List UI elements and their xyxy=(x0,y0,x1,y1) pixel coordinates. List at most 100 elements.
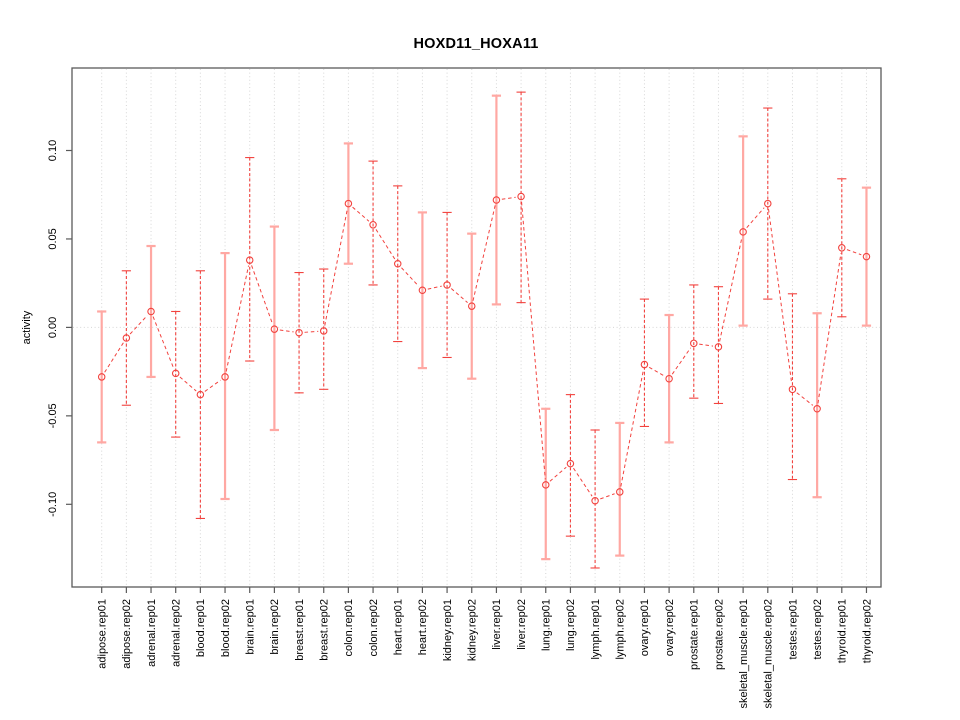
data-point-marker xyxy=(591,497,599,505)
data-point-marker xyxy=(393,259,402,268)
series-segment xyxy=(817,253,842,404)
x-tick-label: blood.rep01 xyxy=(195,599,207,657)
x-tick-label: liver.rep01 xyxy=(491,599,503,650)
x-tick-label: skeletal_muscle.rep01 xyxy=(738,599,750,708)
x-tick-label: adipose.rep01 xyxy=(97,599,109,669)
series-segment xyxy=(375,229,396,260)
chart-title: HOXD11_HOXA11 xyxy=(413,36,539,52)
y-axis-label: activity xyxy=(21,310,33,344)
x-tick-label: heart.rep02 xyxy=(417,599,429,655)
x-tick-label: thyroid.rep02 xyxy=(861,599,873,663)
x-tick-label: adrenal.rep01 xyxy=(146,599,158,667)
series-segment xyxy=(401,267,420,287)
series-segment xyxy=(620,369,644,487)
series-segment xyxy=(549,466,567,482)
data-point-marker xyxy=(418,286,427,295)
series-segment xyxy=(699,343,714,347)
data-point-marker xyxy=(838,244,846,252)
data-point-marker xyxy=(788,385,797,394)
series-segment xyxy=(352,206,370,222)
data-point-marker xyxy=(714,343,723,351)
x-tick-label: lung.rep02 xyxy=(565,599,577,651)
data-point-marker xyxy=(467,302,476,310)
series-segment xyxy=(671,347,692,375)
series-segment xyxy=(427,285,442,290)
x-tick-label: heart.rep01 xyxy=(393,599,405,655)
series-segment xyxy=(472,205,496,301)
series-segment xyxy=(104,342,124,373)
x-tick-label: breast.rep01 xyxy=(294,599,306,661)
x-tick-label: breast.rep02 xyxy=(319,599,331,661)
series-segment xyxy=(746,207,765,229)
x-tick-label: kidney.rep02 xyxy=(467,599,479,661)
x-tick-label: testes.rep02 xyxy=(812,599,824,660)
x-tick-label: ovary.rep02 xyxy=(664,599,676,656)
x-tick-label: adrenal.rep02 xyxy=(171,599,183,667)
data-point-marker xyxy=(196,390,205,399)
series-segment xyxy=(204,379,221,392)
data-point-marker xyxy=(344,199,353,208)
series-segment xyxy=(129,315,148,335)
series-segment xyxy=(573,467,593,497)
data-point-marker xyxy=(739,228,747,236)
series-segment xyxy=(600,493,615,500)
series-segment xyxy=(648,366,665,377)
x-tick-label: adipose.rep02 xyxy=(121,599,133,669)
y-tick-label: -0.05 xyxy=(47,403,59,428)
data-point-marker xyxy=(517,192,525,201)
x-tick-label: testes.rep01 xyxy=(787,599,799,660)
series-segment xyxy=(796,392,814,406)
series-segment xyxy=(521,201,546,480)
x-tick-label: prostate.rep01 xyxy=(689,599,701,670)
y-tick-label: 0.00 xyxy=(47,317,59,338)
series-segment xyxy=(768,208,793,384)
data-point-marker xyxy=(640,360,649,369)
series-segment xyxy=(846,249,862,256)
data-point-marker xyxy=(616,488,624,496)
y-tick-label: 0.05 xyxy=(47,228,59,249)
x-tick-label: liver.rep02 xyxy=(516,599,528,650)
data-point-marker xyxy=(97,373,106,381)
x-tick-label: thyroid.rep01 xyxy=(837,599,849,663)
data-point-marker xyxy=(369,221,377,229)
x-tick-label: kidney.rep01 xyxy=(442,599,454,661)
data-point-marker xyxy=(147,307,155,316)
data-point-marker xyxy=(221,373,229,381)
data-point-marker xyxy=(542,481,550,489)
data-point-marker xyxy=(690,339,698,348)
x-tick-label: colon.rep01 xyxy=(343,599,355,657)
data-point-marker xyxy=(566,459,575,468)
data-point-marker xyxy=(245,256,254,264)
x-tick-label: brain.rep01 xyxy=(245,599,257,655)
series-segment xyxy=(279,329,294,333)
data-point-marker xyxy=(492,196,501,204)
series-segment xyxy=(304,330,319,333)
x-tick-label: ovary.rep01 xyxy=(639,599,651,656)
series-segment xyxy=(152,316,175,369)
x-tick-label: prostate.rep02 xyxy=(713,599,725,670)
data-point-marker xyxy=(665,374,673,383)
data-point-marker xyxy=(862,252,871,261)
data-point-marker xyxy=(813,405,821,413)
data-point-marker xyxy=(270,325,279,333)
data-point-marker xyxy=(295,328,303,337)
x-tick-label: colon.rep02 xyxy=(368,599,380,657)
series-segment xyxy=(251,265,274,325)
data-point-marker xyxy=(171,369,180,378)
series-segment xyxy=(450,288,468,303)
x-tick-label: skeletal_muscle.rep02 xyxy=(763,599,775,708)
data-point-marker xyxy=(764,199,772,208)
series-segment xyxy=(179,376,197,392)
data-point-marker xyxy=(122,334,131,342)
x-tick-label: blood.rep02 xyxy=(220,599,232,657)
y-tick-label: 0.10 xyxy=(47,140,59,161)
series-segment xyxy=(324,208,348,326)
series-segment xyxy=(225,265,250,372)
series-segment xyxy=(719,237,743,342)
x-tick-label: lymph.rep01 xyxy=(590,599,602,660)
y-tick-label: -0.10 xyxy=(47,492,59,517)
data-point-marker xyxy=(319,327,328,335)
x-tick-label: lymph.rep02 xyxy=(615,599,627,660)
